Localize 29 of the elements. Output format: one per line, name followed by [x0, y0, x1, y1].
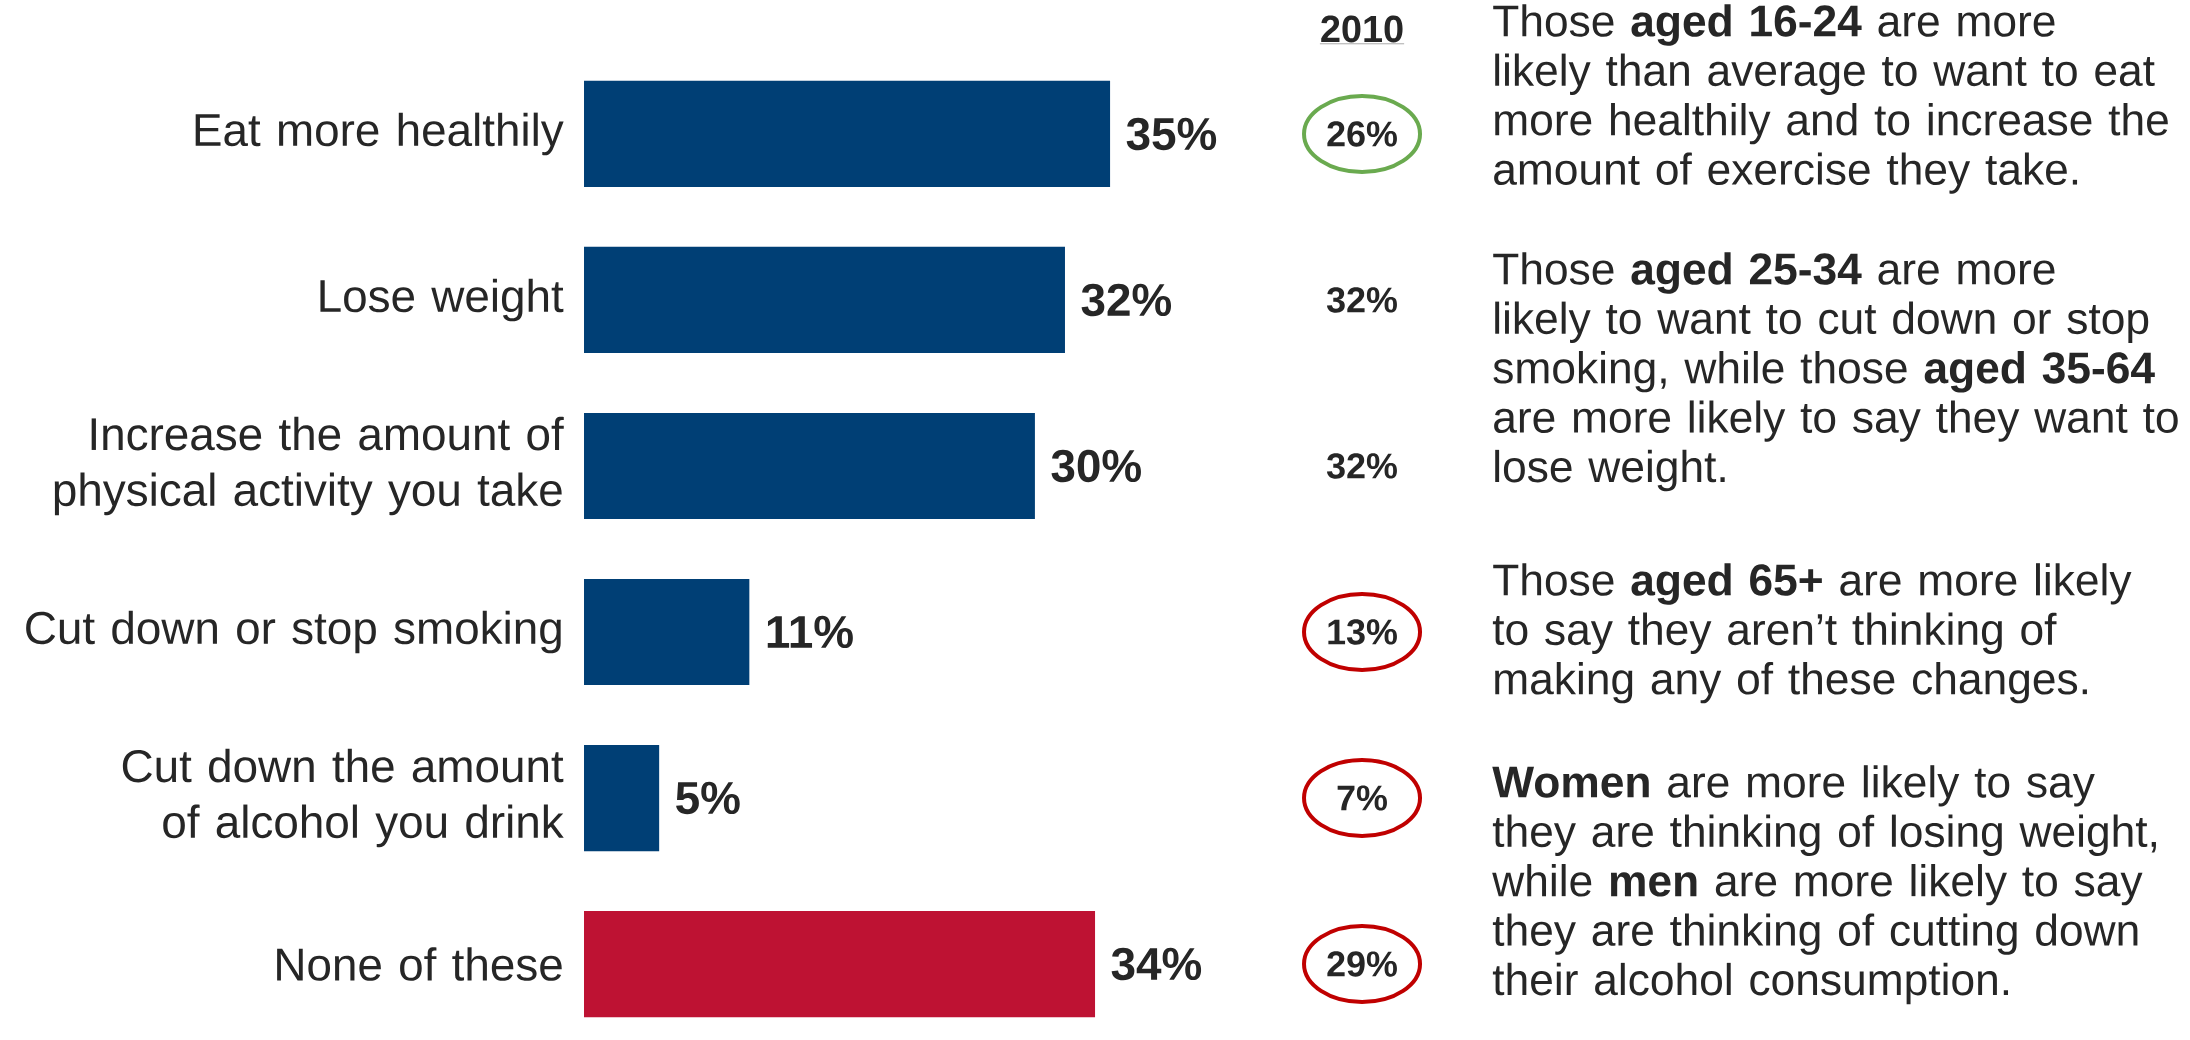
text: Those aged 16-24 are more likely than average to want to eat more healthily and to increase the amount of exercise they take.	[1493, 4, 2168, 194]
text: 7%	[1337, 785, 1387, 811]
data-label: 35%	[1126, 117, 1217, 151]
data-label: 5%	[676, 781, 740, 815]
bar	[584, 578, 750, 686]
text: Those aged 25-34 are more likely to want to cut down or stop smoking, while those aged 35-64 are more likely to say they want to lose weight.	[1493, 252, 2178, 492]
data-label: 34%	[1111, 947, 1202, 981]
y-tick-label: Lose weight	[320, 278, 564, 322]
y-tick-label: Cut down the amount of alcohol you drink	[122, 748, 564, 848]
text: 32%	[1326, 287, 1397, 313]
text: Women are more likely to say they are thinking of losing weight, while men are more likely to say they are thinking of cutting down their alcohol consumption.	[1492, 765, 2156, 1005]
text: 2010	[1321, 15, 1403, 43]
y-tick-label: Cut down or stop smoking	[26, 610, 561, 654]
y-tick-label: Eat more healthily	[195, 112, 564, 156]
bar	[584, 412, 1035, 520]
text: 26%	[1327, 121, 1397, 147]
text: 13%	[1328, 619, 1397, 645]
text: Those aged 65+ are more likely to say they aren’t thinking of making any of these changes.	[1492, 563, 2132, 704]
text: 29%	[1327, 951, 1397, 977]
data-label: 30%	[1051, 449, 1141, 483]
y-tick-label: Increase the amount of physical activity you take	[54, 416, 564, 516]
data-label: 32%	[1081, 283, 1172, 317]
y-tick-label: None of these	[277, 947, 562, 981]
bar	[584, 246, 1065, 354]
text: 32%	[1326, 453, 1397, 479]
bar	[584, 80, 1111, 188]
bar	[584, 910, 1096, 1018]
data-label: 11%	[767, 615, 853, 649]
bar	[584, 744, 660, 852]
